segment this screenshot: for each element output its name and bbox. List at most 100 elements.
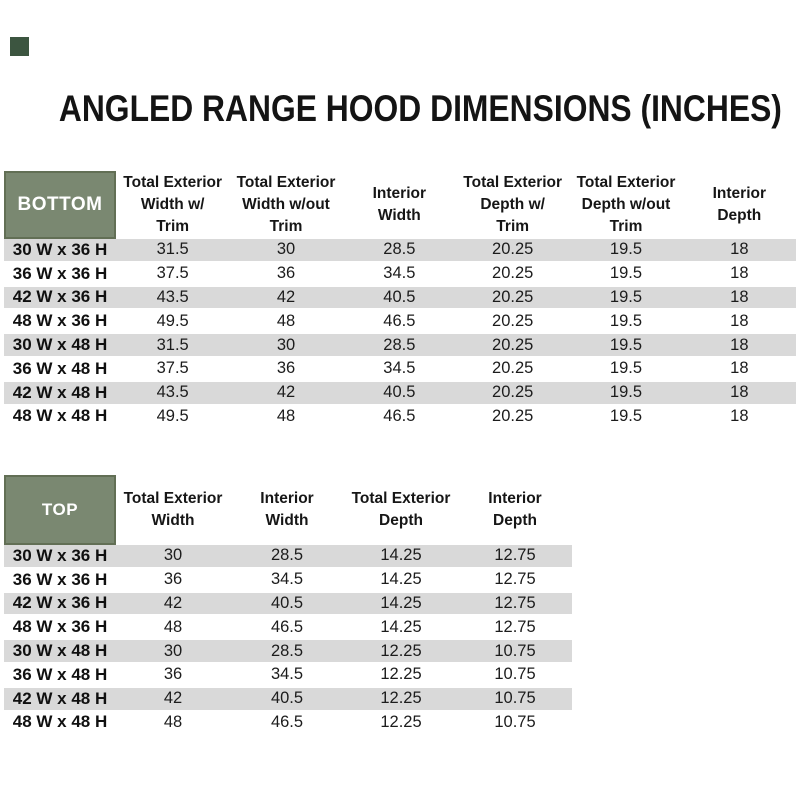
header-line: Interior — [260, 490, 314, 507]
table-row: 48 W x 36 H 48 46.5 14.25 12.75 — [4, 616, 572, 641]
table-row: 42 W x 36 H 43.5 42 40.5 20.25 19.5 18 — [4, 286, 796, 311]
value-cell: 20.25 — [492, 383, 534, 402]
value-cell: 40.5 — [270, 689, 304, 708]
row-label-cell: 36 W x 36 H — [12, 263, 108, 283]
value-cell: 37.5 — [156, 359, 189, 378]
header-line: Width w/ — [140, 196, 205, 213]
value-cell: 20.25 — [492, 335, 534, 354]
value-cell: 30 — [163, 546, 183, 565]
header-line: Total Exterior — [351, 490, 451, 507]
row-label-cell: 48 W x 36 H — [12, 617, 108, 637]
value-cell: 34.5 — [383, 359, 416, 378]
value-cell: 42 — [276, 287, 296, 306]
row-label-cell: 36 W x 48 H — [12, 358, 108, 378]
value-cell: 18 — [730, 335, 749, 354]
row-label-cell: 30 W x 48 H — [12, 335, 108, 355]
value-cell: 19.5 — [609, 359, 643, 378]
value-cell: 20.25 — [492, 240, 534, 259]
table-row: 36 W x 36 H 36 34.5 14.25 12.75 — [4, 569, 572, 593]
bottom-table-corner-cell: BOTTOM — [4, 171, 116, 239]
table-row: 42 W x 48 H 42 40.5 12.25 10.75 — [4, 687, 572, 712]
bottom-table-header-row: BOTTOM Total Exterior Width w/ Trim Tota… — [4, 171, 796, 239]
value-cell: 34.5 — [270, 570, 304, 589]
green-color-swatch — [10, 37, 29, 56]
header-line: Interior — [488, 490, 542, 507]
header-line: Total Exterior — [123, 174, 223, 191]
header-line: Depth — [379, 512, 423, 529]
value-cell: 19.5 — [609, 383, 643, 402]
row-label-cell: 42 W x 48 H — [12, 382, 108, 402]
value-cell: 46.5 — [383, 406, 416, 425]
value-cell: 14.25 — [380, 617, 422, 636]
value-cell: 30 — [276, 240, 296, 259]
value-cell: 42 — [163, 689, 183, 708]
column-header-total-exterior-depth-wout-trim: Total Exterior Depth w/out Trim — [569, 171, 682, 239]
value-cell: 18 — [730, 383, 749, 402]
row-label-cell: 42 W x 48 H — [12, 688, 108, 708]
row-label-cell: 42 W x 36 H — [12, 287, 108, 307]
value-cell: 31.5 — [156, 335, 189, 354]
header-line: Depth w/out — [581, 196, 671, 213]
value-cell: 28.5 — [270, 641, 304, 660]
row-label-cell: 36 W x 36 H — [12, 569, 108, 589]
column-header-interior-width: Interior Width — [230, 475, 344, 545]
table-row: 30 W x 48 H 31.5 30 28.5 20.25 19.5 18 — [4, 334, 796, 358]
header-line: Trim — [496, 218, 530, 235]
value-cell: 48 — [276, 406, 296, 425]
table-row: 36 W x 48 H 36 34.5 12.25 10.75 — [4, 664, 572, 688]
header-line: Width — [265, 512, 309, 529]
value-cell: 48 — [276, 311, 296, 330]
value-cell: 12.25 — [380, 689, 422, 708]
row-label-cell: 30 W x 36 H — [12, 239, 108, 259]
value-cell: 48 — [163, 712, 183, 731]
value-cell: 12.75 — [494, 617, 536, 636]
value-cell: 42 — [163, 593, 183, 612]
row-label-cell: 48 W x 36 H — [12, 311, 108, 331]
value-cell: 36 — [163, 570, 183, 589]
value-cell: 37.5 — [156, 264, 189, 283]
row-label-cell: 36 W x 48 H — [12, 664, 108, 684]
column-header-total-exterior-depth-w-trim: Total Exterior Depth w/ Trim — [456, 171, 569, 239]
header-line: Total Exterior — [236, 174, 336, 191]
value-cell: 30 — [276, 335, 296, 354]
header-line: Width — [377, 207, 421, 224]
row-label-cell: 30 W x 48 H — [12, 641, 108, 661]
value-cell: 34.5 — [383, 264, 416, 283]
value-cell: 49.5 — [156, 406, 189, 425]
value-cell: 28.5 — [383, 240, 416, 259]
header-line: Depth w/ — [480, 196, 545, 213]
table-row: 42 W x 36 H 42 40.5 14.25 12.75 — [4, 592, 572, 617]
column-header-total-exterior-width-wout-trim: Total Exterior Width w/out Trim — [229, 171, 342, 239]
value-cell: 20.25 — [492, 264, 534, 283]
column-header-total-exterior-width: Total Exterior Width — [116, 475, 230, 545]
value-cell: 42 — [276, 383, 296, 402]
value-cell: 18 — [730, 406, 749, 425]
table-row: 30 W x 36 H 31.5 30 28.5 20.25 19.5 18 — [4, 239, 796, 263]
value-cell: 19.5 — [609, 335, 643, 354]
top-dimensions-table: TOP Total Exterior Width Interior Width … — [4, 475, 572, 736]
value-cell: 12.25 — [380, 712, 422, 731]
top-table-header-row: TOP Total Exterior Width Interior Width … — [4, 475, 572, 545]
top-table-corner-cell: TOP — [4, 475, 116, 545]
column-header-interior-depth: Interior Depth — [458, 475, 572, 545]
value-cell: 19.5 — [609, 406, 643, 425]
value-cell: 20.25 — [492, 406, 534, 425]
value-cell: 40.5 — [270, 593, 304, 612]
value-cell: 14.25 — [380, 570, 422, 589]
value-cell: 18 — [730, 311, 749, 330]
header-line: Interior — [712, 185, 767, 202]
row-label-cell: 48 W x 48 H — [12, 406, 108, 426]
page-title: ANGLED RANGE HOOD DIMENSIONS (INCHES) — [0, 89, 800, 128]
table-row: 42 W x 48 H 43.5 42 40.5 20.25 19.5 18 — [4, 381, 796, 406]
value-cell: 10.75 — [494, 689, 536, 708]
value-cell: 34.5 — [270, 665, 304, 684]
column-header-interior-width: Interior Width — [343, 171, 456, 239]
value-cell: 10.75 — [494, 665, 536, 684]
header-line: Depth — [717, 207, 762, 224]
header-line: Total Exterior — [463, 174, 563, 191]
value-cell: 12.25 — [380, 665, 422, 684]
value-cell: 28.5 — [270, 546, 304, 565]
table-row: 30 W x 36 H 30 28.5 14.25 12.75 — [4, 545, 572, 569]
value-cell: 30 — [163, 641, 183, 660]
